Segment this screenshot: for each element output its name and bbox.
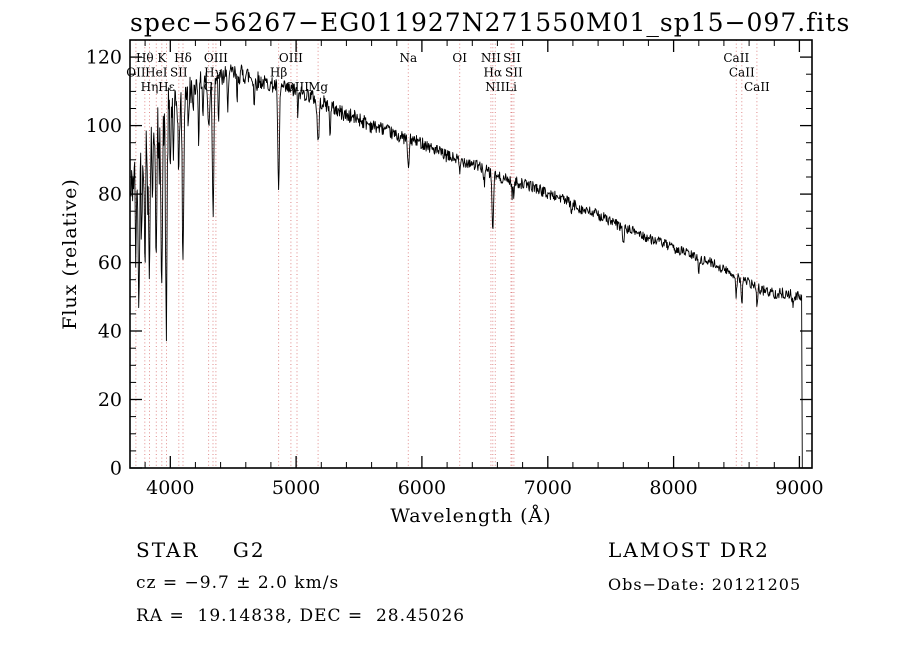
svg-text:0: 0 bbox=[110, 458, 122, 480]
svg-text:OI: OI bbox=[452, 51, 467, 65]
svg-text:SII: SII bbox=[503, 51, 521, 65]
axis-titles: Wavelength (Å) Flux (relative) bbox=[59, 178, 551, 527]
axes-frame bbox=[129, 39, 813, 469]
survey-text: LAMOST DR2 bbox=[608, 538, 770, 562]
svg-text:60: 60 bbox=[98, 252, 122, 274]
svg-text:CaII: CaII bbox=[729, 66, 755, 80]
svg-text:7000: 7000 bbox=[524, 477, 572, 499]
svg-text:CaII: CaII bbox=[723, 51, 749, 65]
svg-text:OIII: OIII bbox=[204, 51, 228, 65]
svg-text:4000: 4000 bbox=[146, 477, 194, 499]
svg-text:120: 120 bbox=[86, 47, 122, 69]
svg-text:8000: 8000 bbox=[649, 477, 697, 499]
svg-text:NII: NII bbox=[485, 80, 505, 94]
svg-text:Hε: Hε bbox=[158, 80, 175, 94]
svg-text:CaII: CaII bbox=[744, 80, 770, 94]
cz-text: cz = −9.7 ± 2.0 km/s bbox=[136, 573, 340, 593]
plot-title: spec−56267−EG011927N271550M01_sp15−097.f… bbox=[130, 8, 851, 37]
svg-text:HeI: HeI bbox=[145, 66, 168, 80]
svg-text:Li: Li bbox=[505, 80, 517, 94]
svg-text:Hα: Hα bbox=[484, 66, 503, 80]
spectrum-plot-canvas: 4000 5000 6000 7000 8000 9000 0 20 40 60 80 100 120 W… bbox=[59, 39, 824, 527]
svg-text:OIII: OIII bbox=[285, 80, 309, 94]
svg-text:6000: 6000 bbox=[398, 477, 446, 499]
obs-date-text: Obs−Date: 20121205 bbox=[608, 575, 802, 594]
svg-text:OIII: OIII bbox=[279, 51, 303, 65]
svg-text:Mg: Mg bbox=[308, 80, 328, 94]
classification-text: STAR G2 bbox=[136, 538, 266, 562]
svg-text:NII: NII bbox=[481, 51, 501, 65]
svg-text:K: K bbox=[157, 51, 167, 65]
svg-text:9000: 9000 bbox=[775, 477, 823, 499]
svg-text:5000: 5000 bbox=[272, 477, 320, 499]
svg-text:Hη: Hη bbox=[141, 80, 159, 94]
svg-text:Hβ: Hβ bbox=[270, 66, 287, 80]
svg-text:G: G bbox=[204, 80, 214, 94]
svg-text:Na: Na bbox=[399, 51, 417, 65]
svg-text:40: 40 bbox=[98, 321, 122, 343]
svg-text:SII: SII bbox=[505, 66, 523, 80]
svg-text:Flux (relative): Flux (relative) bbox=[59, 178, 81, 330]
svg-text:80: 80 bbox=[98, 184, 122, 206]
svg-text:Hδ: Hδ bbox=[174, 51, 192, 65]
svg-text:OII: OII bbox=[126, 66, 146, 80]
coords-text: RA = 19.14838, DEC = 28.45026 bbox=[136, 606, 466, 626]
spectrum-line bbox=[130, 64, 803, 469]
svg-text:20: 20 bbox=[98, 389, 122, 411]
svg-text:Hγ: Hγ bbox=[204, 66, 222, 80]
svg-text:SII: SII bbox=[170, 66, 188, 80]
svg-text:100: 100 bbox=[86, 115, 122, 137]
svg-text:Hθ: Hθ bbox=[136, 51, 154, 65]
tick-labels: 4000 5000 6000 7000 8000 9000 0 20 40 60 80 100 120 bbox=[86, 47, 824, 499]
spectral-line-markers bbox=[135, 40, 758, 468]
svg-text:Wavelength (Å): Wavelength (Å) bbox=[390, 505, 551, 527]
